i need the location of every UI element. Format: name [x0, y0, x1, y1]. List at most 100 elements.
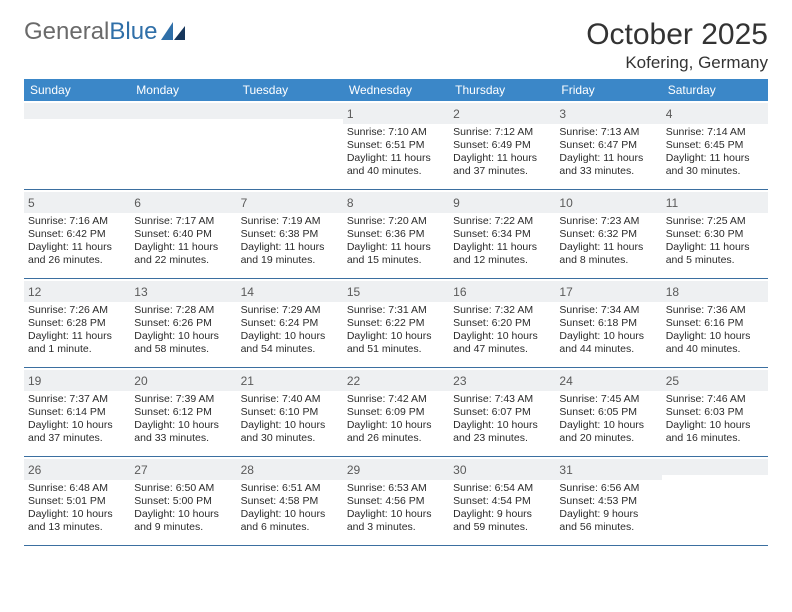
daylight-text: Daylight: 11 hours and 26 minutes.: [28, 241, 126, 267]
day-number: 6: [134, 196, 141, 210]
daylight-text: Daylight: 11 hours and 12 minutes.: [453, 241, 551, 267]
sunset-text: Sunset: 5:01 PM: [28, 495, 126, 508]
day-cell: 22Sunrise: 7:42 AMSunset: 6:09 PMDayligh…: [343, 368, 449, 456]
daylight-text: Daylight: 10 hours and 9 minutes.: [134, 508, 232, 534]
day-number: 3: [559, 107, 566, 121]
daylight-text: Daylight: 11 hours and 15 minutes.: [347, 241, 445, 267]
sunset-text: Sunset: 6:20 PM: [453, 317, 551, 330]
sunrise-text: Sunrise: 7:45 AM: [559, 393, 657, 406]
day-cell: 11Sunrise: 7:25 AMSunset: 6:30 PMDayligh…: [662, 190, 768, 278]
day-number: 25: [666, 374, 679, 388]
day-number: 31: [559, 463, 572, 477]
sunrise-text: Sunrise: 7:42 AM: [347, 393, 445, 406]
day-info: Sunrise: 7:29 AMSunset: 6:24 PMDaylight:…: [241, 304, 339, 357]
day-number-bar: [662, 459, 768, 475]
sunset-text: Sunset: 6:03 PM: [666, 406, 764, 419]
day-number: 1: [347, 107, 354, 121]
day-info: Sunrise: 7:23 AMSunset: 6:32 PMDaylight:…: [559, 215, 657, 268]
day-number: 14: [241, 285, 254, 299]
day-number-bar: 24: [555, 370, 661, 391]
week-row: 1Sunrise: 7:10 AMSunset: 6:51 PMDaylight…: [24, 101, 768, 190]
daylight-text: Daylight: 10 hours and 26 minutes.: [347, 419, 445, 445]
day-number: 28: [241, 463, 254, 477]
sunset-text: Sunset: 6:14 PM: [28, 406, 126, 419]
day-info: Sunrise: 7:40 AMSunset: 6:10 PMDaylight:…: [241, 393, 339, 446]
day-info: Sunrise: 7:36 AMSunset: 6:16 PMDaylight:…: [666, 304, 764, 357]
day-number: 21: [241, 374, 254, 388]
day-number-bar: [237, 103, 343, 119]
sunset-text: Sunset: 6:45 PM: [666, 139, 764, 152]
daylight-text: Daylight: 11 hours and 37 minutes.: [453, 152, 551, 178]
daylight-text: Daylight: 10 hours and 23 minutes.: [453, 419, 551, 445]
day-cell: 12Sunrise: 7:26 AMSunset: 6:28 PMDayligh…: [24, 279, 130, 367]
daylight-text: Daylight: 11 hours and 30 minutes.: [666, 152, 764, 178]
day-info: Sunrise: 7:13 AMSunset: 6:47 PMDaylight:…: [559, 126, 657, 179]
sunrise-text: Sunrise: 7:32 AM: [453, 304, 551, 317]
daylight-text: Daylight: 10 hours and 20 minutes.: [559, 419, 657, 445]
sunset-text: Sunset: 6:07 PM: [453, 406, 551, 419]
day-cell: 24 Sunrise: 7:45 AMSunset: 6:05 PMDayligh…: [555, 368, 661, 456]
sunrise-text: Sunrise: 7:23 AM: [559, 215, 657, 228]
sunrise-text: Sunrise: 7:37 AM: [28, 393, 126, 406]
day-number-bar: 29: [343, 459, 449, 480]
dow-saturday: Saturday: [662, 79, 768, 101]
day-number-bar: 26: [24, 459, 130, 480]
sunrise-text: Sunrise: 7:29 AM: [241, 304, 339, 317]
location: Kofering, Germany: [586, 53, 768, 73]
day-number: 26: [28, 463, 41, 477]
day-info: Sunrise: 6:51 AMSunset: 4:58 PMDaylight:…: [241, 482, 339, 535]
sunrise-text: Sunrise: 7:12 AM: [453, 126, 551, 139]
day-number-bar: 27: [130, 459, 236, 480]
day-cell: 8Sunrise: 7:20 AMSunset: 6:36 PMDaylight…: [343, 190, 449, 278]
sunset-text: Sunset: 6:49 PM: [453, 139, 551, 152]
sunset-text: Sunset: 4:58 PM: [241, 495, 339, 508]
day-number-bar: 15: [343, 281, 449, 302]
day-info: Sunrise: 6:53 AMSunset: 4:56 PMDaylight:…: [347, 482, 445, 535]
sunrise-text: Sunrise: 7:19 AM: [241, 215, 339, 228]
sunrise-text: Sunrise: 7:39 AM: [134, 393, 232, 406]
sunset-text: Sunset: 6:32 PM: [559, 228, 657, 241]
day-info: Sunrise: 7:45 AMSunset: 6:05 PMDaylight:…: [559, 393, 657, 446]
day-cell: 21 Sunrise: 7:40 AMSunset: 6:10 PMDayligh…: [237, 368, 343, 456]
logo-text-2: Blue: [109, 18, 157, 45]
day-cell: 29Sunrise: 6:53 AMSunset: 4:56 PMDayligh…: [343, 457, 449, 545]
day-info: Sunrise: 7:17 AMSunset: 6:40 PMDaylight:…: [134, 215, 232, 268]
sunrise-text: Sunrise: 6:51 AM: [241, 482, 339, 495]
day-number-bar: 16: [449, 281, 555, 302]
day-number-bar: 11: [662, 192, 768, 213]
day-info: Sunrise: 7:43 AMSunset: 6:07 PMDaylight:…: [453, 393, 551, 446]
sunset-text: Sunset: 6:36 PM: [347, 228, 445, 241]
sunrise-text: Sunrise: 7:10 AM: [347, 126, 445, 139]
sunrise-text: Sunrise: 6:56 AM: [559, 482, 657, 495]
sunrise-text: Sunrise: 7:16 AM: [28, 215, 126, 228]
sunset-text: Sunset: 6:10 PM: [241, 406, 339, 419]
day-number: 24: [559, 374, 572, 388]
day-cell: 5Sunrise: 7:16 AMSunset: 6:42 PMDaylight…: [24, 190, 130, 278]
day-number-bar: 9: [449, 192, 555, 213]
sunset-text: Sunset: 6:42 PM: [28, 228, 126, 241]
day-number-bar: 14: [237, 281, 343, 302]
day-number: 2: [453, 107, 460, 121]
sunset-text: Sunset: 6:22 PM: [347, 317, 445, 330]
day-cell: 20Sunrise: 7:39 AMSunset: 6:12 PMDayligh…: [130, 368, 236, 456]
day-number-bar: 20: [130, 370, 236, 391]
day-number-bar: 1: [343, 103, 449, 124]
sunset-text: Sunset: 6:47 PM: [559, 139, 657, 152]
day-number: 8: [347, 196, 354, 210]
day-number: 27: [134, 463, 147, 477]
day-info: Sunrise: 7:26 AMSunset: 6:28 PMDaylight:…: [28, 304, 126, 357]
day-number: 10: [559, 196, 572, 210]
sunset-text: Sunset: 5:00 PM: [134, 495, 232, 508]
daylight-text: Daylight: 11 hours and 8 minutes.: [559, 241, 657, 267]
day-info: Sunrise: 7:22 AMSunset: 6:34 PMDaylight:…: [453, 215, 551, 268]
dow-thursday: Thursday: [449, 79, 555, 101]
day-number-bar: 21: [237, 370, 343, 391]
day-cell: 4Sunrise: 7:14 AMSunset: 6:45 PMDaylight…: [662, 101, 768, 189]
day-cell: [130, 101, 236, 189]
day-number-bar: 3: [555, 103, 661, 124]
sunset-text: Sunset: 4:54 PM: [453, 495, 551, 508]
day-cell: 17Sunrise: 7:34 AMSunset: 6:18 PMDayligh…: [555, 279, 661, 367]
daylight-text: Daylight: 10 hours and 40 minutes.: [666, 330, 764, 356]
day-number-bar: 19: [24, 370, 130, 391]
sunrise-text: Sunrise: 7:43 AM: [453, 393, 551, 406]
